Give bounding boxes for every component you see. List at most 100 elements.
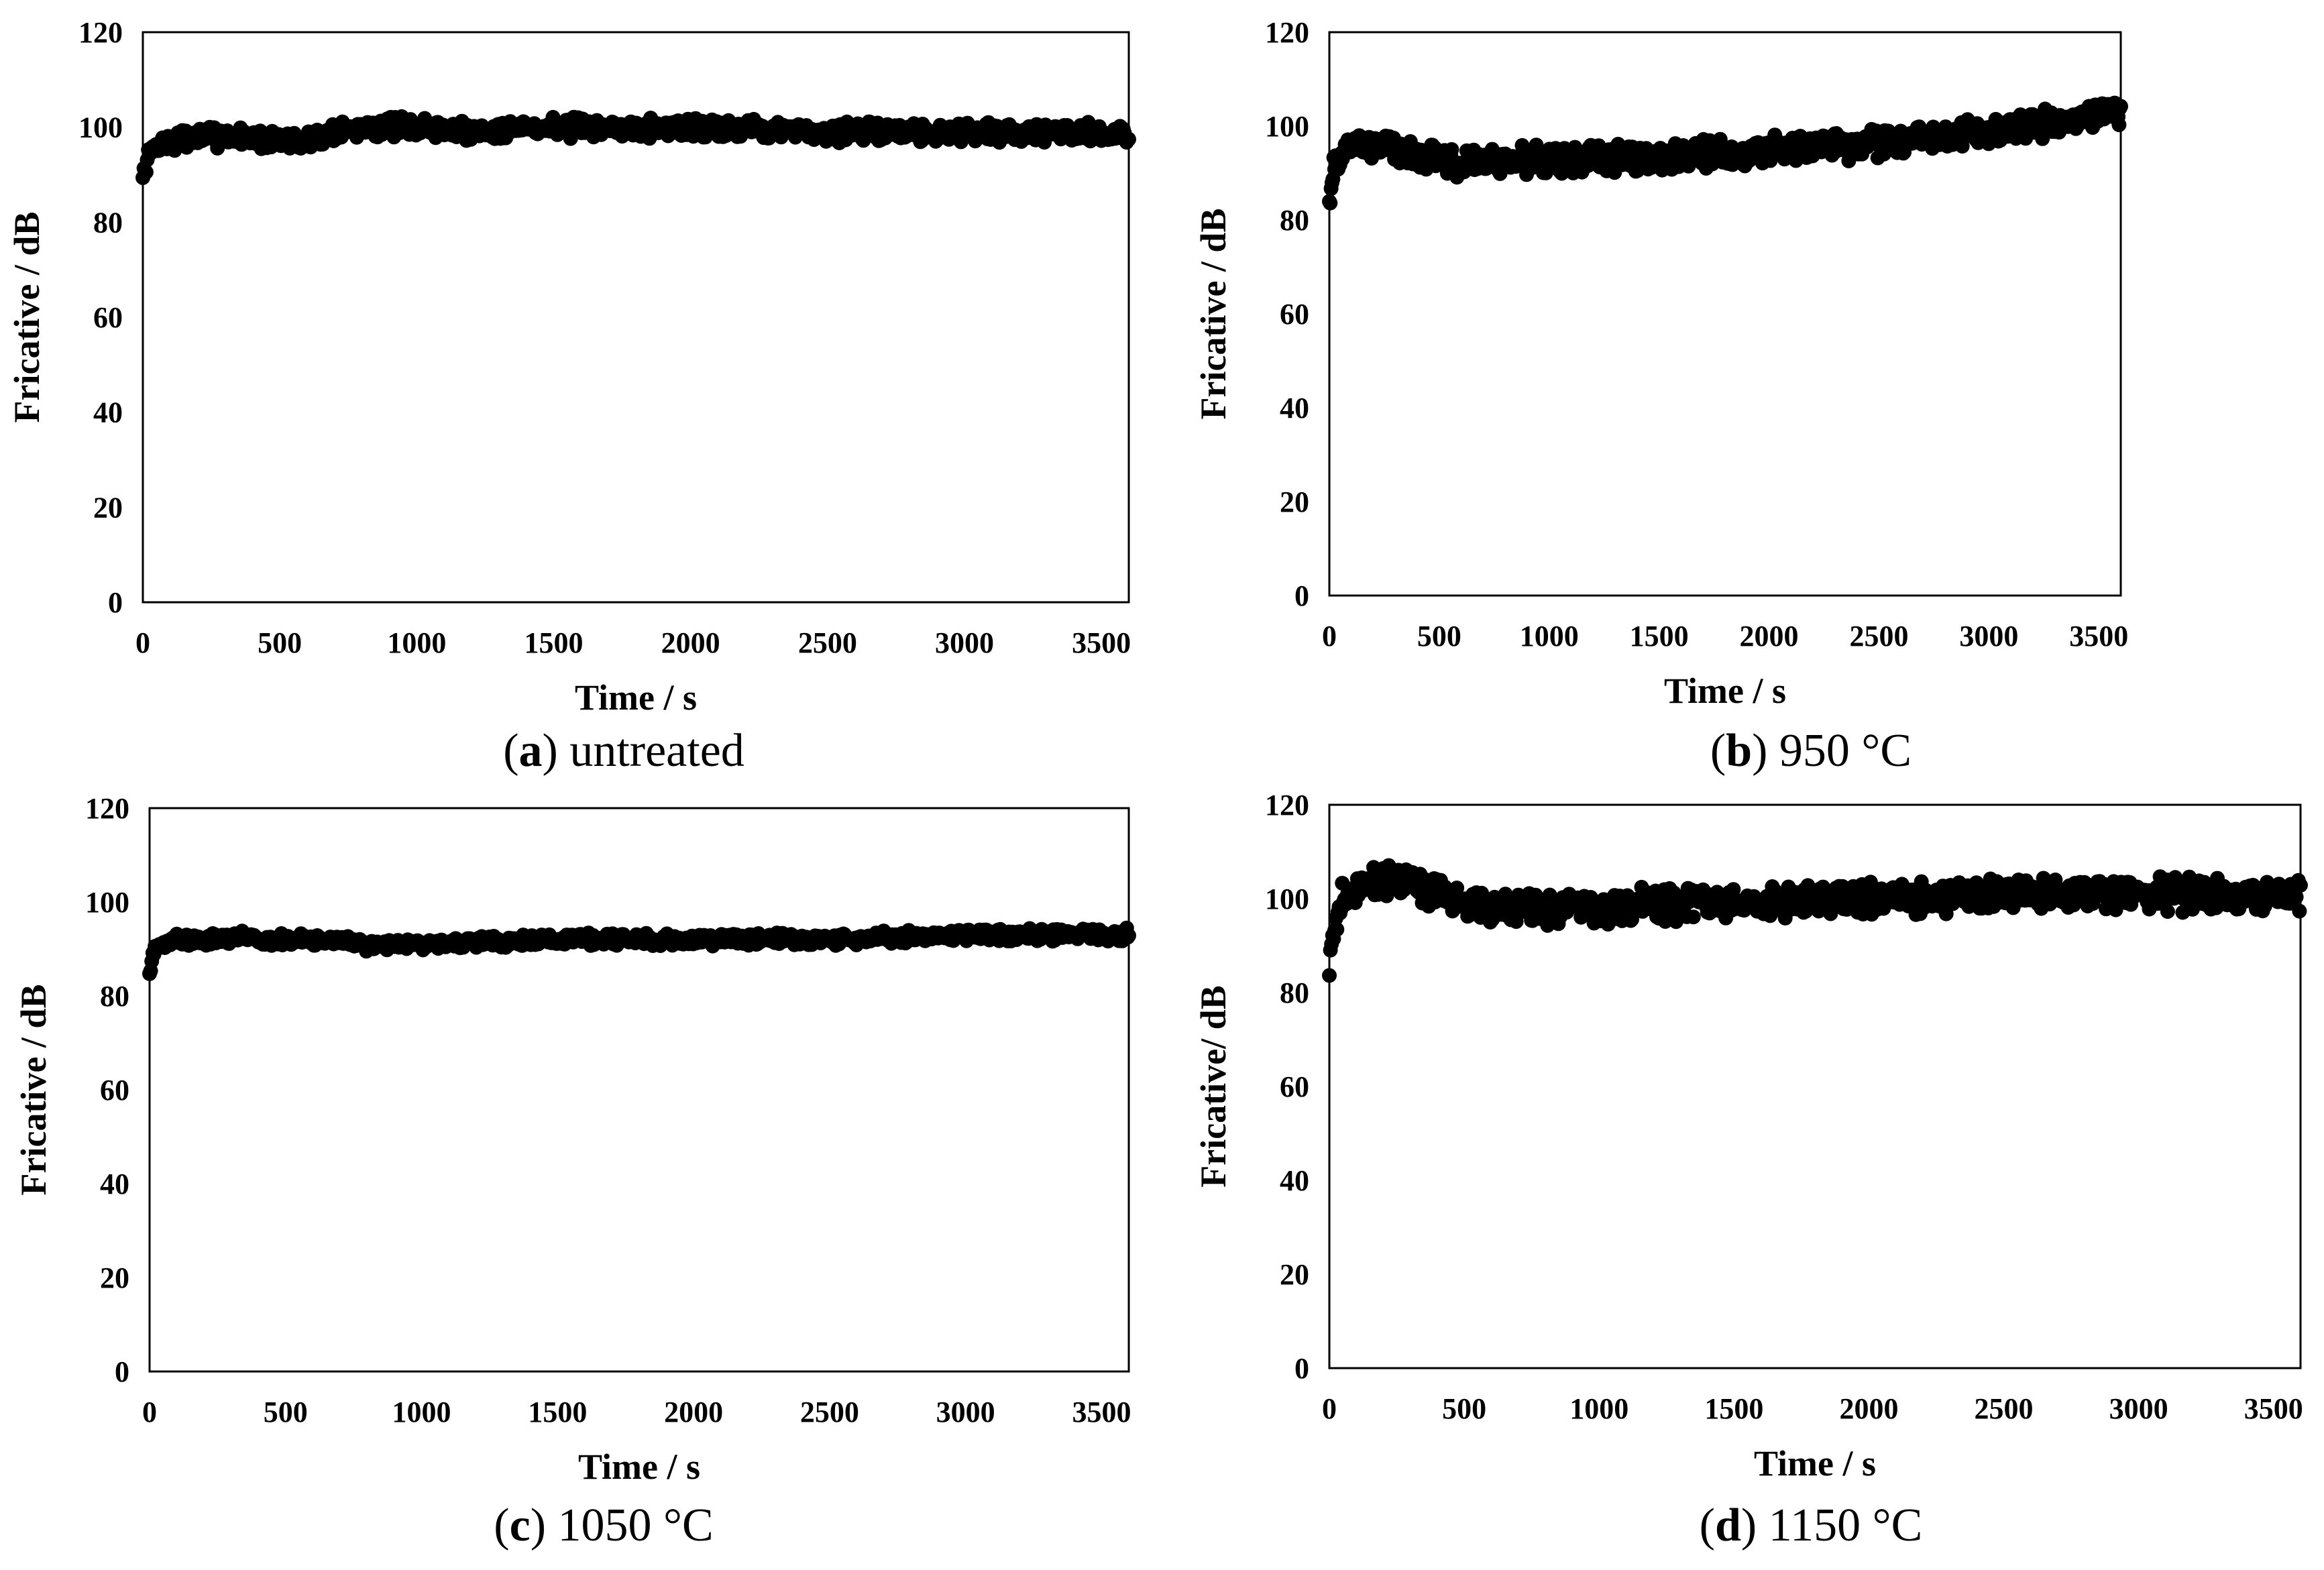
chart-svg-a: 0 20 40 60 80 100 120 0 500 1000 1500 2000 2500 3000 3… xyxy=(7,16,1136,718)
x-tick-label: 500 xyxy=(264,1396,308,1428)
y-tick-label: 20 xyxy=(1280,486,1309,518)
x-tick-label: 2500 xyxy=(800,1396,859,1428)
y-tick-label: 80 xyxy=(1280,204,1309,237)
series-1 xyxy=(135,109,1136,185)
plot-frame xyxy=(1328,31,2122,597)
x-axis-label: Time / s xyxy=(575,677,697,718)
y-axis-label: Fricative / dB xyxy=(1193,209,1233,420)
x-tick-label: 1500 xyxy=(528,1396,587,1428)
data-point xyxy=(2292,903,2307,919)
x-tick-label: 2500 xyxy=(1975,1392,2034,1425)
x-tick-label: 1000 xyxy=(387,626,446,659)
series-1 xyxy=(1322,95,2128,211)
caption-letter: d xyxy=(1714,1500,1741,1551)
data-point xyxy=(2048,873,2063,887)
chart-svg-c: 0 20 40 60 80 100 120 0 500 1000 1500 2000 2500 3000 3… xyxy=(13,792,1136,1487)
x-tick-label: 500 xyxy=(1417,620,1461,653)
y-axis-label: Fricative / dB xyxy=(7,212,47,423)
y-tick-label: 100 xyxy=(1265,110,1309,143)
x-tick-label: 500 xyxy=(1442,1392,1486,1425)
y-tick-label: 60 xyxy=(100,1074,129,1107)
x-axis-label: Time / s xyxy=(1664,671,1786,711)
data-point xyxy=(2113,99,2128,114)
x-tick-label: 1000 xyxy=(1569,1392,1628,1425)
caption-letter: a xyxy=(518,725,543,777)
y-tick-label: 80 xyxy=(1280,976,1309,1009)
x-axis-label: Time / s xyxy=(1754,1443,1876,1483)
data-point xyxy=(1379,888,1394,903)
plot-frame xyxy=(1328,803,2302,1369)
series-1 xyxy=(142,920,1136,981)
data-point xyxy=(2160,904,2175,919)
x-tick-label: 1000 xyxy=(1520,620,1579,653)
y-tick-label: 40 xyxy=(1280,1164,1309,1197)
x-tick-label: 3000 xyxy=(936,1396,995,1428)
y-axis-label: Fricative / dB xyxy=(13,985,54,1196)
data-point xyxy=(1329,921,1345,937)
x-tick-label: 3000 xyxy=(935,626,994,659)
y-tick-label: 100 xyxy=(1265,883,1309,915)
chart-panel-a: 0 20 40 60 80 100 120 0 500 1000 1500 2000 2500 3000 3… xyxy=(0,0,1162,785)
x-tick-label: 1000 xyxy=(392,1396,451,1428)
x-tick-label: 2000 xyxy=(661,626,720,659)
data-point xyxy=(1624,912,1639,927)
y-tick-label: 60 xyxy=(1280,298,1309,331)
x-tick-label: 1500 xyxy=(1630,620,1689,653)
y-tick-label: 0 xyxy=(1294,1352,1309,1385)
data-point xyxy=(1323,195,1338,211)
x-tick-label: 2000 xyxy=(1740,620,1799,653)
data-point xyxy=(1954,139,1970,154)
caption-a: (a) untreated xyxy=(503,725,744,777)
caption-b: (b) 950 °C xyxy=(1710,725,1912,777)
x-tick-label: 0 xyxy=(1322,1392,1337,1425)
x-tick-label: 2500 xyxy=(1849,620,1908,653)
x-tick-label: 1500 xyxy=(1704,1392,1763,1425)
caption-c: (c) 1050 °C xyxy=(494,1500,714,1551)
data-point xyxy=(1121,928,1136,943)
x-tick-label: 0 xyxy=(142,1396,157,1428)
chart-panel-b: 0 20 40 60 80 100 120 0 500 1000 1500 2000 2500 3000 3… xyxy=(1162,0,2324,785)
y-tick-label: 0 xyxy=(1294,579,1309,612)
x-tick-label: 1500 xyxy=(524,626,584,659)
data-point xyxy=(1685,909,1701,925)
data-point xyxy=(138,164,154,180)
x-tick-label: 2000 xyxy=(664,1396,723,1428)
x-tick-label: 3500 xyxy=(1072,1396,1131,1428)
plot-frame xyxy=(142,31,1130,604)
y-axis-label: Fricative/ dB xyxy=(1193,985,1233,1187)
x-axis-label: Time / s xyxy=(578,1447,700,1487)
y-tick-label: 40 xyxy=(100,1168,129,1200)
y-tick-label: 40 xyxy=(1280,392,1309,425)
data-point xyxy=(1554,166,1569,181)
series-1 xyxy=(1322,858,2308,983)
data-point xyxy=(1800,878,1816,893)
caption-letter: c xyxy=(509,1500,531,1551)
y-tick-label: 120 xyxy=(85,792,129,825)
y-tick-label: 0 xyxy=(115,1355,129,1388)
x-tick-label: 3500 xyxy=(1072,626,1131,659)
data-point xyxy=(2288,889,2304,905)
x-tick-label: 0 xyxy=(135,626,150,659)
y-tick-label: 60 xyxy=(1280,1070,1309,1103)
data-point xyxy=(1712,131,1728,147)
data-point xyxy=(1444,142,1459,157)
x-tick-label: 3000 xyxy=(1959,620,2018,653)
y-tick-label: 20 xyxy=(93,491,123,524)
plot-frame xyxy=(148,807,1130,1373)
x-tick-label: 3000 xyxy=(2109,1392,2168,1425)
chart-svg-d: 0 20 40 60 80 100 120 0 500 1000 1500 2000 2500 3000 3… xyxy=(1193,789,2308,1483)
x-tick-label: 2000 xyxy=(1839,1392,1898,1425)
y-tick-label: 120 xyxy=(78,16,123,49)
data-point xyxy=(2293,878,2308,893)
caption-d: (d) 1150 °C xyxy=(1699,1500,1923,1551)
chart-panel-c: 0 20 40 60 80 100 120 0 500 1000 1500 2000 2500 3000 3… xyxy=(0,785,1162,1570)
x-tick-label: 2500 xyxy=(798,626,857,659)
data-point xyxy=(1322,968,1337,983)
data-point xyxy=(563,131,578,146)
y-tick-label: 20 xyxy=(100,1261,129,1294)
y-tick-label: 60 xyxy=(93,301,123,334)
y-tick-label: 20 xyxy=(1280,1258,1309,1291)
y-tick-label: 120 xyxy=(1265,789,1309,822)
x-tick-label: 0 xyxy=(1322,620,1337,653)
y-tick-label: 100 xyxy=(85,886,129,919)
